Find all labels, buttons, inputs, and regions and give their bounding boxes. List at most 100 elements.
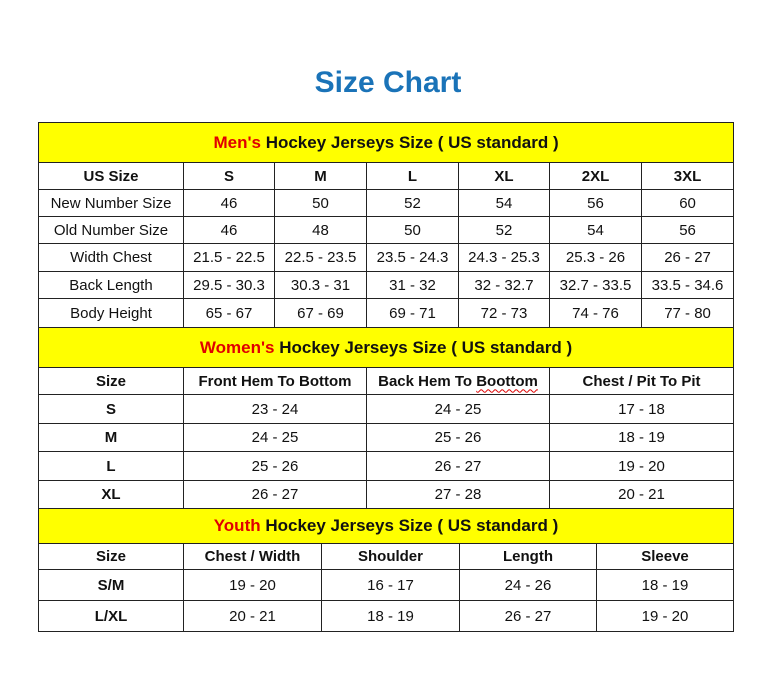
table-cell: 19 - 20 xyxy=(596,600,734,632)
table-cell: 65 - 67 xyxy=(183,298,275,328)
women-size-table: Women's Hockey Jerseys Size ( US standar… xyxy=(37,327,735,509)
table-row: S/M 19 - 20 16 - 17 24 - 26 18 - 19 xyxy=(38,569,734,601)
column-header-label: Chest / Pit To Pit xyxy=(582,372,701,390)
row-label: XL xyxy=(38,480,184,509)
table-cell: 54 xyxy=(549,216,642,244)
column-header: US Size xyxy=(38,162,184,190)
table-cell: 74 - 76 xyxy=(549,298,642,328)
column-header-label: S xyxy=(223,167,234,185)
row-label: Old Number Size xyxy=(38,216,184,244)
table-cell: 50 xyxy=(366,216,459,244)
men-banner: Men's Hockey Jerseys Size ( US standard … xyxy=(37,122,735,163)
column-header: Size xyxy=(38,543,184,570)
table-cell: 25 - 26 xyxy=(183,451,367,481)
column-header: M xyxy=(274,162,367,190)
table-row: Back Length 29.5 - 30.3 30.3 - 31 31 - 32 32… xyxy=(38,271,735,299)
table-cell: 48 xyxy=(274,216,367,244)
table-cell: 18 - 19 xyxy=(596,569,734,601)
table-row: L/XL 20 - 21 18 - 19 26 - 27 19 - 20 xyxy=(38,600,734,632)
table-cell: 18 - 19 xyxy=(548,423,735,452)
column-header-label: US Size xyxy=(83,167,139,185)
row-label: S xyxy=(38,394,184,424)
column-header-label: Size xyxy=(95,548,126,565)
column-header: S xyxy=(183,162,275,190)
table-cell: 17 - 18 xyxy=(548,394,735,424)
table-cell: 56 xyxy=(640,216,735,244)
column-header: Chest / Pit To Pit xyxy=(548,367,735,395)
table-cell: 50 xyxy=(274,189,367,217)
table-row: L 25 - 26 26 - 27 19 - 20 xyxy=(38,451,735,481)
table-cell: 46 xyxy=(183,189,275,217)
youth-banner: Youth Hockey Jerseys Size ( US standard … xyxy=(38,508,734,544)
table-cell: 25 - 26 xyxy=(366,423,550,452)
section-title-accent: Men's xyxy=(213,132,261,152)
row-label: Body Height xyxy=(38,298,184,328)
column-header: Chest / Width xyxy=(183,543,322,570)
section-title-accent: Youth xyxy=(213,516,261,535)
table-cell: 25.3 - 26 xyxy=(549,243,642,272)
column-header-label: XL xyxy=(494,167,514,185)
column-header-label: M xyxy=(314,167,327,185)
column-header: XL xyxy=(458,162,550,190)
table-row: S 23 - 24 24 - 25 17 - 18 xyxy=(38,394,735,424)
table-cell: 54 xyxy=(458,189,550,217)
table-cell: 23.5 - 24.3 xyxy=(366,243,459,272)
column-header-label: 2XL xyxy=(581,167,610,185)
table-cell: 19 - 20 xyxy=(548,451,735,481)
table-cell: 29.5 - 30.3 xyxy=(183,271,275,299)
table-cell: 77 - 80 xyxy=(640,298,735,328)
section-title-accent: Women's xyxy=(199,337,275,357)
table-cell: 52 xyxy=(366,189,459,217)
column-header: L xyxy=(366,162,459,190)
youth-size-table: Youth Hockey Jerseys Size ( US standard … xyxy=(38,508,734,632)
table-cell: 32 - 32.7 xyxy=(458,271,550,299)
section-title: Men's Hockey Jerseys Size ( US standard … xyxy=(37,122,735,163)
column-header-label: Front Hem To Bottom xyxy=(198,372,352,390)
column-header: 3XL xyxy=(640,162,735,190)
column-header: Length xyxy=(459,543,597,570)
column-header-label: 3XL xyxy=(673,167,702,185)
table-cell: 26 - 27 xyxy=(640,243,735,272)
men-size-table: Men's Hockey Jerseys Size ( US standard … xyxy=(37,122,735,328)
table-cell: 24.3 - 25.3 xyxy=(458,243,550,272)
row-label: S/M xyxy=(38,569,184,601)
column-header-label: Size xyxy=(95,372,126,390)
table-cell: 72 - 73 xyxy=(458,298,550,328)
section-title: Youth Hockey Jerseys Size ( US standard … xyxy=(38,508,734,544)
page-title: Size Chart xyxy=(314,66,462,99)
row-label: Back Length xyxy=(38,271,184,299)
table-cell: 27 - 28 xyxy=(366,480,550,509)
table-cell: 18 - 19 xyxy=(321,600,460,632)
column-header-label: Back Hem To Boottom xyxy=(378,372,538,390)
table-cell: 24 - 26 xyxy=(459,569,597,601)
spellcheck-marked-word: Boottom xyxy=(476,372,538,390)
column-header: Sleeve xyxy=(596,543,734,570)
table-cell: 33.5 - 34.6 xyxy=(640,271,735,299)
table-row: Body Height 65 - 67 67 - 69 69 - 71 72 - 73 7… xyxy=(38,298,735,328)
table-row: New Number Size 46 50 52 54 56 60 xyxy=(38,189,735,217)
column-header: 2XL xyxy=(549,162,642,190)
section-title-rest: Hockey Jerseys Size ( US standard ) xyxy=(260,132,559,152)
table-cell: 22.5 - 23.5 xyxy=(274,243,367,272)
table-row: XL 26 - 27 27 - 28 20 - 21 xyxy=(38,480,735,509)
column-header-label: Shoulder xyxy=(357,548,423,565)
section-title: Women's Hockey Jerseys Size ( US standar… xyxy=(37,327,735,368)
column-header-label: Sleeve xyxy=(641,548,689,565)
row-label: M xyxy=(38,423,184,452)
table-cell: 20 - 21 xyxy=(548,480,735,509)
table-cell: 24 - 25 xyxy=(366,394,550,424)
table-cell: 56 xyxy=(549,189,642,217)
table-cell: 69 - 71 xyxy=(366,298,459,328)
table-cell: 31 - 32 xyxy=(366,271,459,299)
row-label: New Number Size xyxy=(38,189,184,217)
column-header: Back Hem To Boottom xyxy=(366,367,550,395)
column-header: Front Hem To Bottom xyxy=(183,367,367,395)
table-row: M 24 - 25 25 - 26 18 - 19 xyxy=(38,423,735,452)
section-title-rest: Hockey Jerseys Size ( US standard ) xyxy=(274,337,573,357)
table-cell: 23 - 24 xyxy=(183,394,367,424)
row-label: L/XL xyxy=(38,600,184,632)
table-cell: 46 xyxy=(183,216,275,244)
table-cell: 60 xyxy=(640,189,735,217)
column-header-label: Length xyxy=(503,548,553,565)
table-cell: 30.3 - 31 xyxy=(274,271,367,299)
